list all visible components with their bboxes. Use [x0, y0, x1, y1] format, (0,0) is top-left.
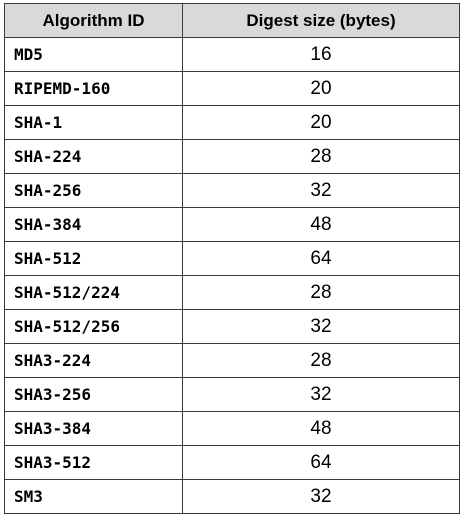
table-body: MD5 16 RIPEMD-160 20 SHA-1 20 SHA-224 28…: [4, 37, 460, 514]
algorithm-cell: SHA-224: [4, 139, 183, 174]
table-row: SM3 32: [4, 479, 460, 514]
digest-size-cell: 28: [182, 275, 460, 310]
table-row: RIPEMD-160 20: [4, 71, 460, 106]
header-digest-size: Digest size (bytes): [182, 3, 460, 38]
digest-size-cell: 28: [182, 139, 460, 174]
digest-size-cell: 32: [182, 377, 460, 412]
algorithm-cell: SHA-512: [4, 241, 183, 276]
algorithm-cell: SHA-1: [4, 105, 183, 140]
table-row: SHA-256 32: [4, 173, 460, 208]
digest-size-cell: 32: [182, 173, 460, 208]
digest-size-cell: 64: [182, 241, 460, 276]
table-row: SHA-384 48: [4, 207, 460, 242]
digest-size-cell: 64: [182, 445, 460, 480]
digest-size-table: Algorithm ID Digest size (bytes) MD5 16 …: [4, 3, 460, 514]
header-row: Algorithm ID Digest size (bytes): [4, 3, 460, 38]
table-row: SHA3-384 48: [4, 411, 460, 446]
table-row: SHA3-224 28: [4, 343, 460, 378]
table-row: SHA3-512 64: [4, 445, 460, 480]
algorithm-cell: RIPEMD-160: [4, 71, 183, 106]
digest-size-cell: 48: [182, 411, 460, 446]
digest-size-cell: 20: [182, 71, 460, 106]
header-algorithm-id: Algorithm ID: [4, 3, 183, 38]
algorithm-cell: SHA3-224: [4, 343, 183, 378]
digest-size-cell: 20: [182, 105, 460, 140]
table-row: SHA-1 20: [4, 105, 460, 140]
digest-size-cell: 32: [182, 309, 460, 344]
algorithm-cell: SHA3-384: [4, 411, 183, 446]
algorithm-cell: SHA3-256: [4, 377, 183, 412]
digest-size-cell: 48: [182, 207, 460, 242]
digest-size-cell: 32: [182, 479, 460, 514]
table-row: SHA-512/224 28: [4, 275, 460, 310]
algorithm-cell: SHA-512/224: [4, 275, 183, 310]
digest-size-cell: 28: [182, 343, 460, 378]
algorithm-cell: SHA-384: [4, 207, 183, 242]
table-row: SHA3-256 32: [4, 377, 460, 412]
table-header: Algorithm ID Digest size (bytes): [4, 3, 460, 38]
algorithm-cell: SHA-512/256: [4, 309, 183, 344]
digest-size-cell: 16: [182, 37, 460, 72]
table-row: SHA-224 28: [4, 139, 460, 174]
table-row: MD5 16: [4, 37, 460, 72]
table-row: SHA-512 64: [4, 241, 460, 276]
table-row: SHA-512/256 32: [4, 309, 460, 344]
algorithm-cell: SM3: [4, 479, 183, 514]
algorithm-cell: SHA3-512: [4, 445, 183, 480]
algorithm-cell: MD5: [4, 37, 183, 72]
algorithm-cell: SHA-256: [4, 173, 183, 208]
